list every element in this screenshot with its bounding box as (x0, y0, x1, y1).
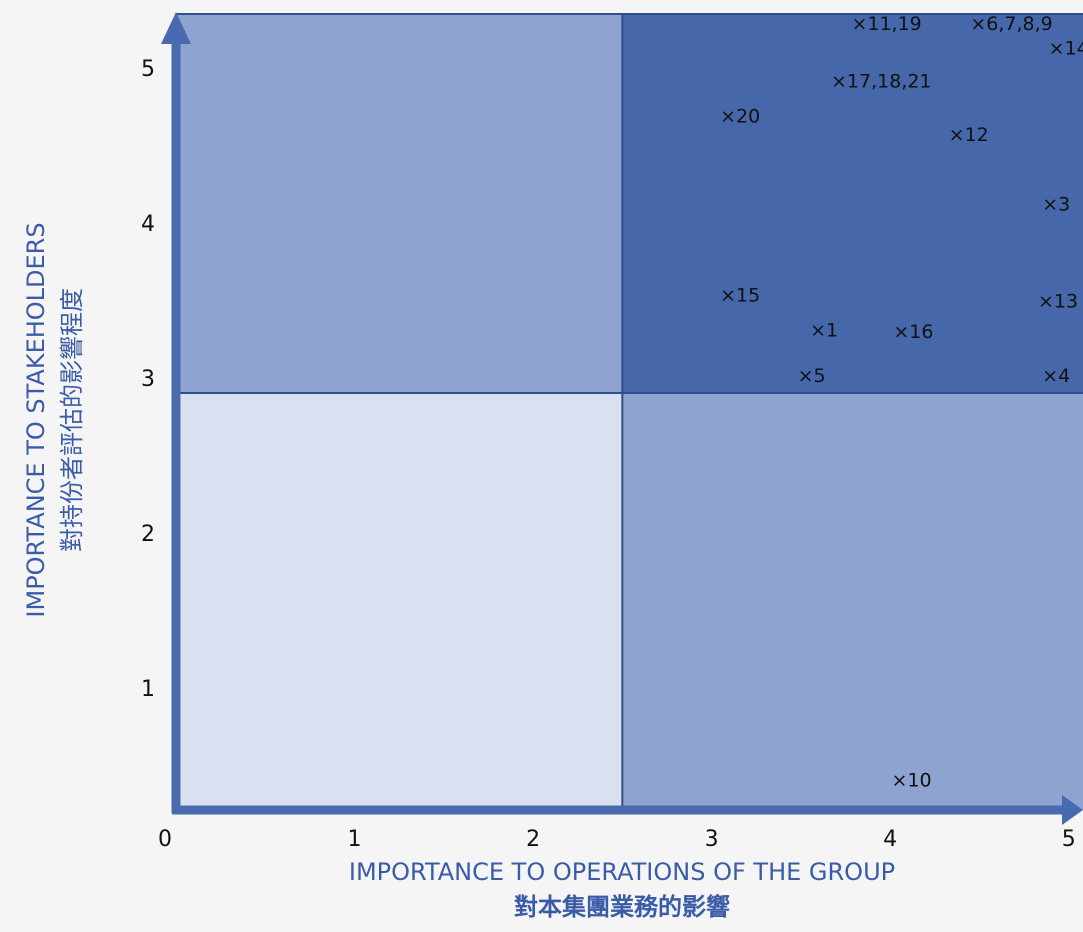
y-tick-label: 3 (141, 367, 155, 392)
quadrant-low-low (176, 393, 623, 810)
x-tick-label: 0 (158, 827, 172, 852)
quadrant-high-high (622, 14, 1083, 394)
data-point-label: ×6,7,8,9 (970, 13, 1052, 35)
y-axis-arrow-icon (161, 12, 191, 44)
data-point-label: ×17,18,21 (831, 71, 932, 93)
x-axis-title: IMPORTANCE TO OPERATIONS OF THE GROUP (349, 858, 895, 886)
data-point-label: ×16 (893, 321, 933, 343)
data-point-label: ×5 (798, 365, 826, 387)
x-tick-label: 3 (705, 827, 719, 852)
x-tick-label: 5 (1062, 827, 1076, 852)
x-tick-label: 1 (348, 827, 362, 852)
data-point-label: ×15 (720, 284, 760, 306)
data-point-label: ×10 (892, 770, 932, 792)
quadrant-low-high (176, 14, 623, 394)
data-point-label: ×11,19 (851, 13, 921, 35)
x-axis-arrow-icon (1062, 795, 1083, 825)
data-point-label: ×4 (1042, 365, 1070, 387)
y-tick-label: 4 (141, 212, 155, 237)
y-tick-label: 5 (141, 57, 155, 82)
y-tick-label: 2 (141, 522, 155, 547)
quadrant-high-low (622, 393, 1083, 810)
x-tick-label: 2 (526, 827, 540, 852)
x-axis-subtitle: 對本集團業務的影響 (514, 893, 730, 921)
x-tick-label: 4 (883, 827, 897, 852)
y-axis-title: IMPORTANCE TO STAKEHOLDERS (22, 222, 50, 617)
data-point-label: ×20 (720, 106, 760, 128)
data-point-label: ×12 (949, 124, 989, 146)
y-tick-label: 1 (141, 677, 155, 702)
data-point-label: ×14 (1049, 37, 1083, 59)
data-point-label: ×3 (1042, 194, 1070, 216)
data-point-label: ×1 (810, 319, 838, 341)
data-point-label: ×13 (1038, 291, 1078, 313)
y-axis-subtitle: 對持份者評估的影響程度 (58, 288, 86, 552)
